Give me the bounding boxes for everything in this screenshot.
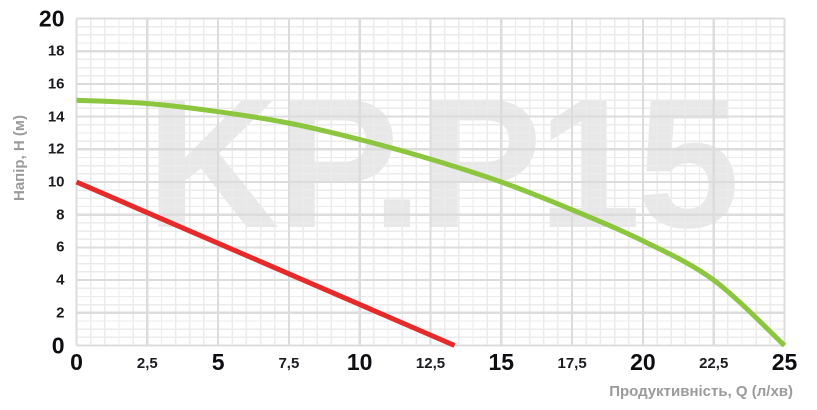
x-tick-label: 25 xyxy=(771,349,798,375)
x-axis-title: Продуктивність, Q (л/хв) xyxy=(609,383,793,400)
x-tick-label: 20 xyxy=(630,349,656,375)
x-tick-label: 5 xyxy=(211,349,225,375)
y-tick-label: 18 xyxy=(47,42,65,60)
x-tick-label: 12,5 xyxy=(415,355,446,372)
y-tick-label: 20 xyxy=(38,5,65,31)
y-tick-label: 16 xyxy=(47,75,65,93)
x-tick-label: 7,5 xyxy=(278,355,300,372)
y-tick-label: 6 xyxy=(56,238,65,256)
y-tick-label: 0 xyxy=(51,332,65,358)
y-axis-title: Напір, H (м) xyxy=(11,115,28,201)
y-tick-label: 14 xyxy=(47,108,65,126)
x-tick-label: 17,5 xyxy=(557,355,587,372)
x-tick-label: 2,5 xyxy=(136,355,158,372)
y-tick-label: 8 xyxy=(56,206,65,224)
y-tick-label: 4 xyxy=(56,271,65,289)
x-tick-label: 15 xyxy=(488,349,515,375)
y-tick-label: 2 xyxy=(56,304,65,322)
y-tick-label: 10 xyxy=(47,173,65,191)
x-tick-label: 22,5 xyxy=(699,355,729,372)
series-green-curve xyxy=(76,97,787,348)
series-layer xyxy=(75,97,787,348)
y-tick-label: 12 xyxy=(47,140,65,158)
series-red-line xyxy=(75,179,456,348)
x-tick-label: 10 xyxy=(346,349,373,375)
grid-major xyxy=(75,17,786,347)
x-tick-label: 0 xyxy=(70,349,83,375)
